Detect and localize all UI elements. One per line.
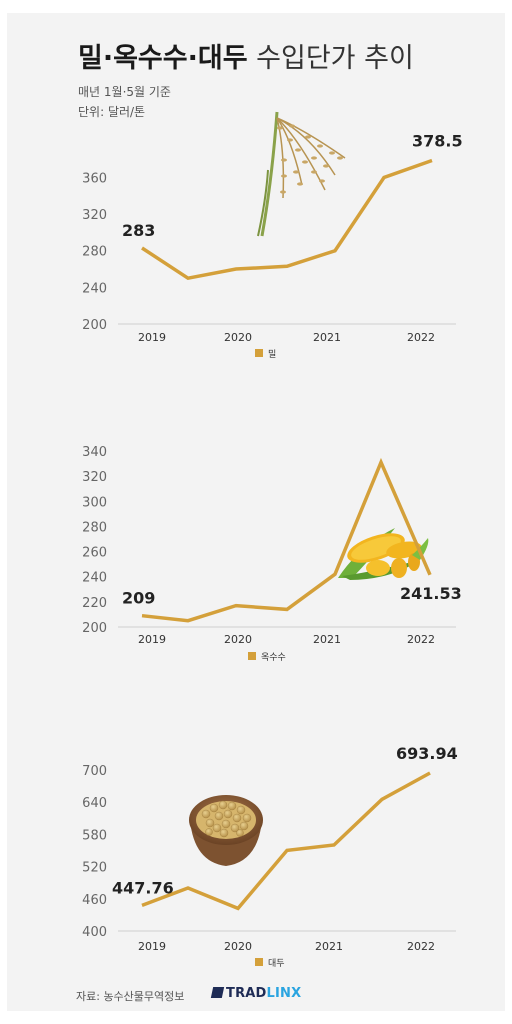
x-tick-label: 2021 [313, 331, 341, 344]
page-title: 밀·옥수수·대두 수입단가 추이 [78, 36, 498, 75]
y-tick-label: 460 [82, 893, 107, 908]
y-tick-label: 400 [82, 925, 107, 940]
x-tick-label: 2022 [407, 633, 435, 646]
legend-label: 대두 [268, 958, 285, 969]
data-label: 693.94 [396, 744, 458, 763]
y-tick-label: 700 [82, 764, 107, 779]
legend-swatch [255, 349, 263, 357]
brand-mark-icon [210, 987, 225, 998]
y-tick-label: 200 [82, 318, 107, 333]
y-tick-label: 360 [82, 171, 107, 186]
x-tick-label: 2019 [138, 633, 166, 646]
infographic-card [7, 13, 505, 1011]
y-tick-label: 320 [82, 208, 107, 223]
y-tick-label: 200 [82, 621, 107, 636]
y-tick-label: 300 [82, 495, 107, 510]
series-line [141, 158, 433, 281]
x-tick-label: 2020 [224, 331, 252, 344]
note-basis: 매년 1월·5월 기준 [78, 85, 171, 99]
wheat-illustration [257, 111, 346, 237]
x-tick-label: 2021 [313, 633, 341, 646]
x-tick-label: 2019 [138, 331, 166, 344]
y-tick-label: 640 [82, 796, 107, 811]
chart-panel-2: 200 220 240 260 280 300 320 340 2019 2020 2021 2022… [82, 445, 462, 663]
data-label: 209 [122, 589, 155, 608]
x-tick-label: 2022 [407, 331, 435, 344]
data-label: 447.76 [112, 878, 174, 897]
x-tick-label: 2020 [224, 940, 252, 953]
series-line [141, 771, 431, 911]
source-credit: 자료: 농수산물무역정보 [76, 990, 185, 1003]
y-tick-label: 320 [82, 470, 107, 485]
chart-panel-1: 200 240 280 320 360 2019 2020 2021 2022 밀 283 378.5 [82, 132, 462, 360]
y-tick-label: 240 [82, 571, 107, 586]
title-bold: 밀·옥수수·대두 [78, 43, 248, 74]
soybean-bowl-illustration [189, 795, 263, 866]
x-tick-label: 2020 [224, 633, 252, 646]
brand-accent: LINX [266, 986, 302, 1001]
y-tick-label: 580 [82, 828, 107, 843]
x-tick-label: 2019 [138, 940, 166, 953]
corn-illustration [338, 528, 429, 580]
chart-panel-3: 400 460 520 580 640 700 2019 2020 2021 2022 대두 447.… [82, 744, 458, 969]
x-tick-label: 2021 [315, 940, 343, 953]
y-tick-label: 220 [82, 596, 107, 611]
y-tick-label: 280 [82, 245, 107, 260]
legend-swatch [248, 652, 256, 660]
title-rest: 수입단가 추이 [256, 43, 414, 74]
data-label: 378.5 [412, 132, 463, 151]
data-label: 241.53 [400, 584, 462, 603]
brand-main: TRAD [226, 986, 267, 1001]
line-charts: 200 240 280 320 360 2019 2020 2021 2022 밀 283 378.5… [82, 132, 462, 969]
legend-label: 밀 [268, 348, 276, 360]
legend-label: 옥수수 [261, 652, 286, 663]
data-label: 283 [122, 221, 155, 240]
y-tick-label: 280 [82, 520, 107, 535]
brand-logo: TRADLINX [210, 986, 302, 1001]
note-unit: 단위: 달러/톤 [78, 105, 146, 119]
y-tick-label: 340 [82, 445, 107, 460]
legend-swatch [255, 958, 263, 966]
x-tick-label: 2022 [407, 940, 435, 953]
y-tick-label: 520 [82, 861, 107, 876]
y-tick-label: 260 [82, 546, 107, 561]
y-tick-label: 240 [82, 281, 107, 296]
